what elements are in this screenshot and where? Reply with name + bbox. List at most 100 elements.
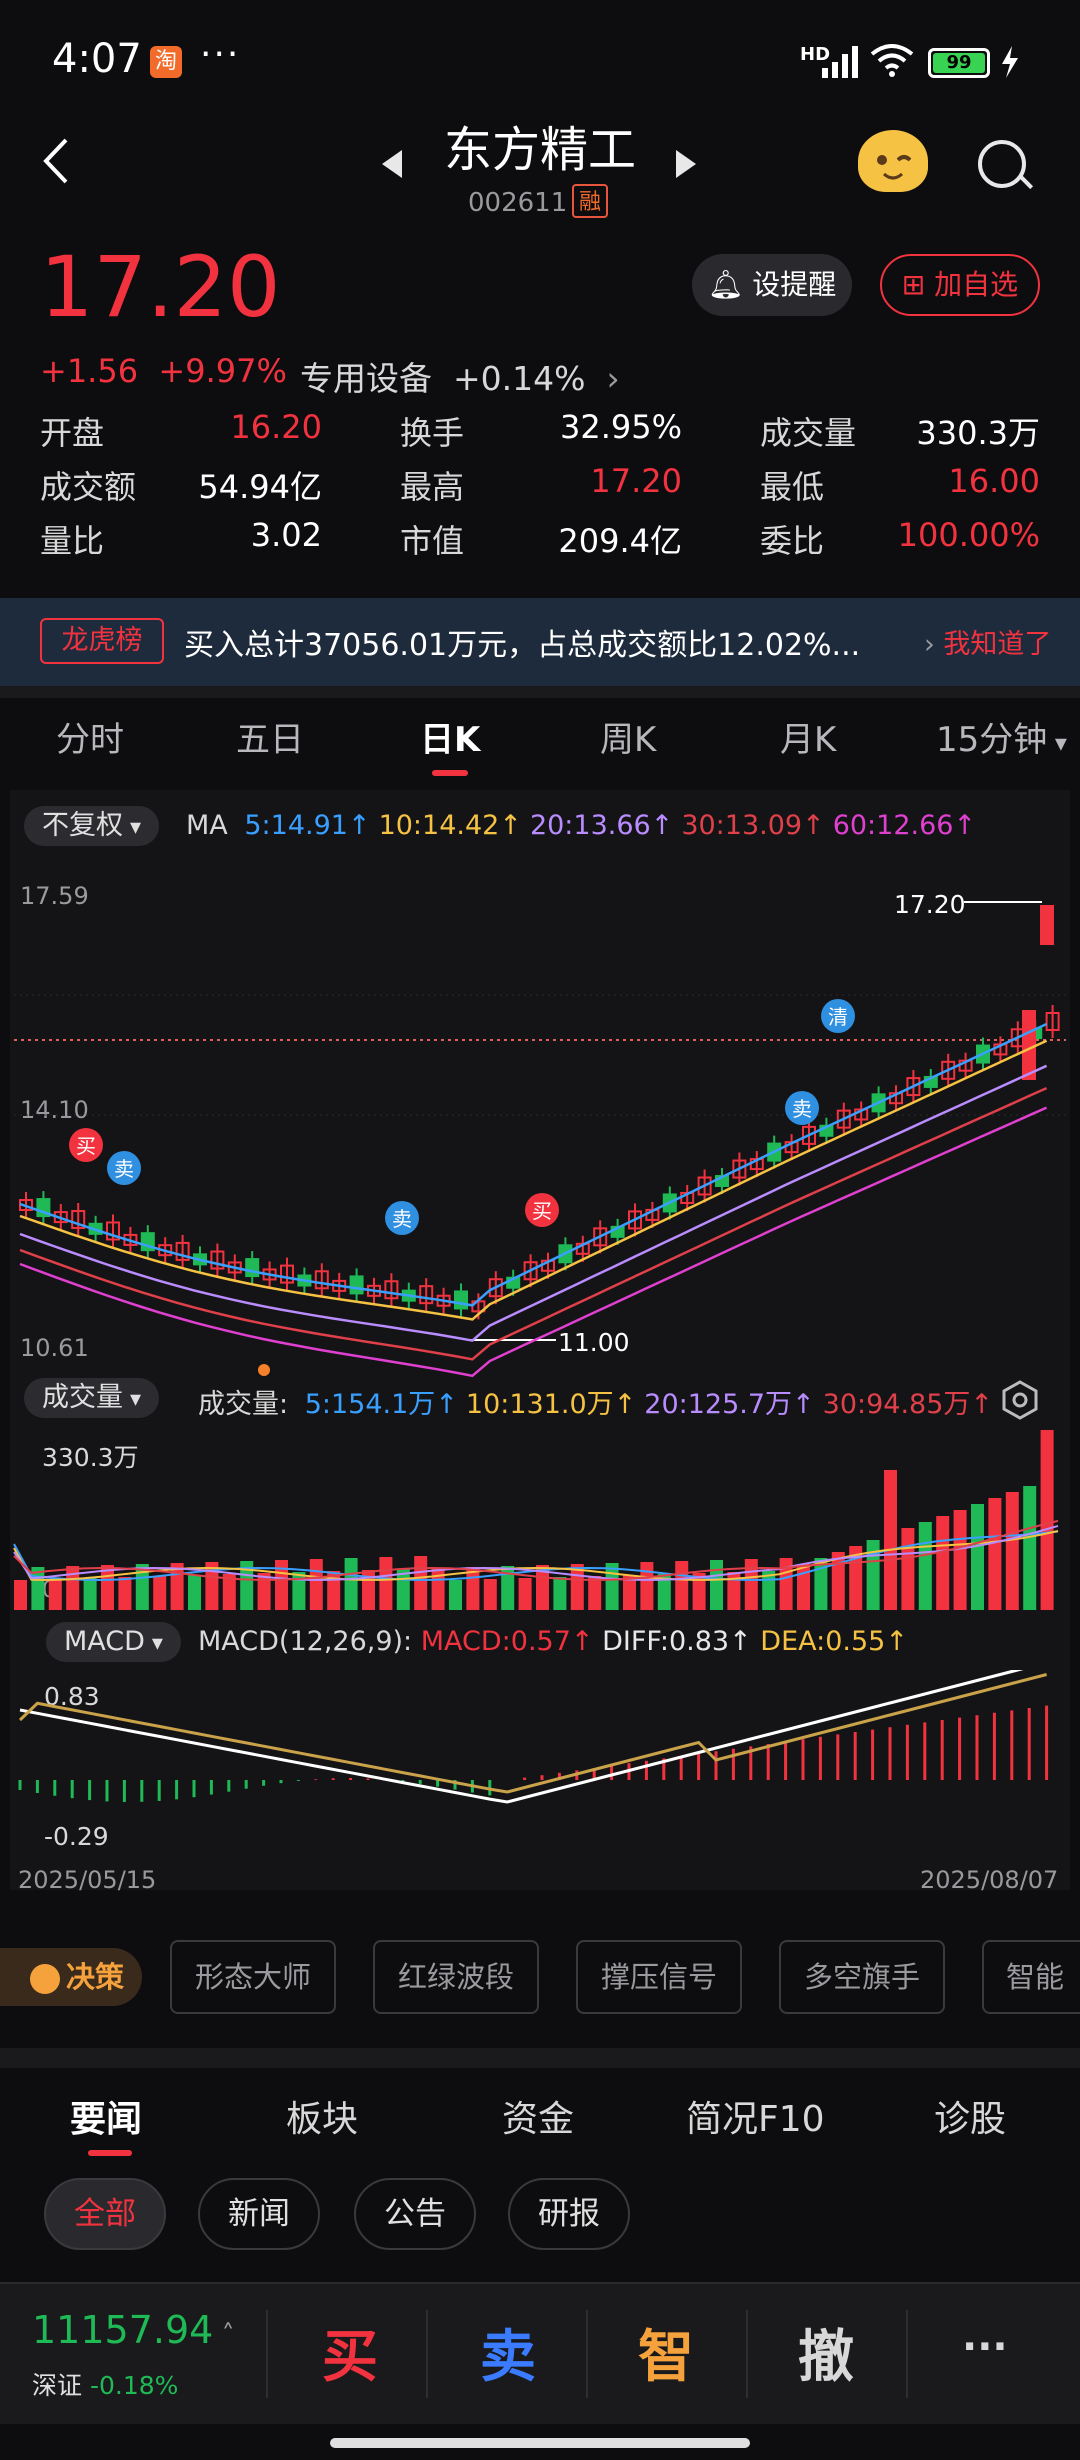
tool-long-short[interactable]: 多空旗手 [779, 1940, 945, 2014]
candle-body [349, 1275, 364, 1295]
tab-weekly-k[interactable]: 周K [600, 720, 657, 760]
quote-value: 100.00% [897, 516, 1040, 554]
add-watchlist-button[interactable]: ⊞ 加自选 [880, 254, 1040, 316]
volume-selector[interactable]: 成交量 ▾ [24, 1378, 160, 1418]
high-price-label: 17.20 [894, 890, 966, 919]
mascot-face-icon [877, 155, 912, 180]
macd-chart[interactable] [0, 1670, 1080, 1860]
search-button[interactable] [978, 140, 1026, 188]
tool-red-green-band[interactable]: 红绿波段 [373, 1940, 539, 2014]
volume-bar [188, 1575, 201, 1610]
divider [0, 2048, 1080, 2068]
ma-item: 5:14.91↑ [244, 810, 371, 841]
buy-button[interactable]: 买 [322, 2325, 378, 2390]
chip-news[interactable]: 新闻 [198, 2178, 320, 2250]
sell-button[interactable]: 卖 [480, 2325, 536, 2390]
volume-bar [1005, 1492, 1019, 1610]
prev-stock-button[interactable] [382, 150, 402, 178]
bell-icon: 🔔︎ [707, 268, 744, 301]
tab-news-headlines[interactable]: 要闻 [70, 2099, 143, 2140]
volume-bar [1023, 1486, 1037, 1610]
tab-daily-k[interactable]: 日K [420, 720, 481, 760]
ma-item: 30:13.09↑ [681, 810, 825, 841]
tab-15min[interactable]: 15分钟 ▾ [936, 712, 1067, 761]
volume-bar [466, 1567, 480, 1610]
candle-body [210, 1250, 225, 1270]
volume-chart[interactable] [0, 1424, 1080, 1614]
volume-bar [988, 1498, 1002, 1610]
period-tabs: 分时 五日 日K 周K 月K 15分钟 ▾ [0, 698, 1080, 782]
macd-selector[interactable]: MACD ▾ [46, 1622, 181, 1662]
status-bar: 4:07 淘 ··· HD 99 [0, 0, 1080, 120]
quote-label: 开盘 [40, 414, 105, 452]
volume-bar [449, 1580, 462, 1610]
decision-label: 决策 [0, 1948, 142, 2006]
chevron-down-icon: ▾ [123, 1387, 142, 1412]
margin-badge: 融 [572, 184, 608, 218]
quote-value: 16.20 [230, 408, 322, 446]
plus-square-icon: ⊞ [901, 268, 926, 301]
quote-label: 市值 [400, 522, 465, 560]
chip-research[interactable]: 研报 [508, 2178, 630, 2250]
candle-body [732, 1159, 747, 1179]
tab-sector[interactable]: 板块 [286, 2099, 359, 2140]
chevron-right-icon: › [924, 629, 944, 660]
wifi-icon [870, 44, 914, 77]
signal-icon [822, 46, 858, 78]
chevron-down-icon: ▾ [144, 1631, 163, 1656]
tab-f10[interactable]: 简况F10 [686, 2099, 825, 2140]
battery-level: 99 [933, 53, 985, 73]
tool-pattern-master[interactable]: 形态大师 [170, 1940, 336, 2014]
mascot-icon[interactable] [858, 130, 928, 192]
status-time: 4:07 [52, 36, 142, 82]
index-percent: -0.18% [89, 2371, 179, 2400]
signal-label: 卖 [792, 1097, 812, 1121]
date-end: 2025/08/07 [920, 1866, 1059, 1894]
tool-label: 智能 [1006, 1960, 1065, 1994]
adjust-selector[interactable]: 不复权 ▾ [24, 806, 160, 846]
index-ticker[interactable]: 11157.94 ˄ [32, 2308, 235, 2352]
tab-intraday[interactable]: 分时 [56, 720, 124, 760]
home-indicator[interactable] [330, 2438, 750, 2448]
quote-label: 换手 [400, 414, 465, 452]
volume-bar [814, 1558, 828, 1610]
set-alert-button[interactable]: 🔔︎ 设提醒 [692, 254, 852, 316]
ma-line [19, 1022, 1048, 1307]
tab-diagnose[interactable]: 诊股 [934, 2099, 1007, 2140]
adjust-label: 不复权 [42, 810, 123, 841]
change-percent: +9.97% [158, 352, 287, 390]
quote-label: 成交量 [760, 414, 857, 452]
ma-line [19, 1086, 1048, 1361]
stock-title: 东方精工 [443, 122, 636, 178]
stock-code: 002611 [468, 188, 568, 218]
chip-announcements[interactable]: 公告 [354, 2178, 476, 2250]
diff-value: DIFF:0.83↑ [602, 1626, 752, 1657]
dragon-tiger-banner[interactable]: 龙虎榜 买入总计37056.01万元，占总成交额比12.02%... › 我知道… [0, 598, 1080, 686]
tab-monthly-k[interactable]: 月K [780, 720, 837, 760]
back-button[interactable] [40, 135, 70, 200]
volume-bar [727, 1572, 741, 1610]
chip-all[interactable]: 全部 [44, 2178, 166, 2250]
cancel-order-button[interactable]: 撤 [798, 2325, 854, 2390]
volume-y-top: 330.3万 [42, 1443, 139, 1472]
dea-line [18, 1673, 1047, 1794]
vol-item: 5:154.1万↑ [304, 1389, 458, 1420]
bottom-trade-bar: 11157.94 ˄ 深证 -0.18% 买 卖 智 撤 ··· [0, 2282, 1080, 2424]
volume-bar [971, 1504, 984, 1610]
more-button[interactable]: ··· [962, 2324, 1008, 2370]
volume-bar [83, 1578, 97, 1610]
banner-dismiss-button[interactable]: › 我知道了 [924, 622, 1051, 661]
next-stock-button[interactable] [676, 150, 696, 178]
kline-chart[interactable]: 买卖卖 买卖清 [0, 860, 1080, 1380]
volume-bar [831, 1552, 845, 1610]
tab-funds[interactable]: 资金 [502, 2099, 575, 2140]
sector-link[interactable]: 专用设备 +0.14% › [300, 352, 620, 400]
tool-smart[interactable]: 智能 [982, 1940, 1080, 2014]
tab-five-day[interactable]: 五日 [236, 720, 304, 760]
volume-bar [309, 1559, 323, 1610]
tool-support-resistance[interactable]: 撑压信号 [576, 1940, 742, 2014]
settings-icon[interactable] [1000, 1380, 1040, 1420]
volume-bar [222, 1574, 236, 1610]
smart-button[interactable]: 智 [638, 2325, 694, 2390]
volume-bar [675, 1561, 689, 1610]
